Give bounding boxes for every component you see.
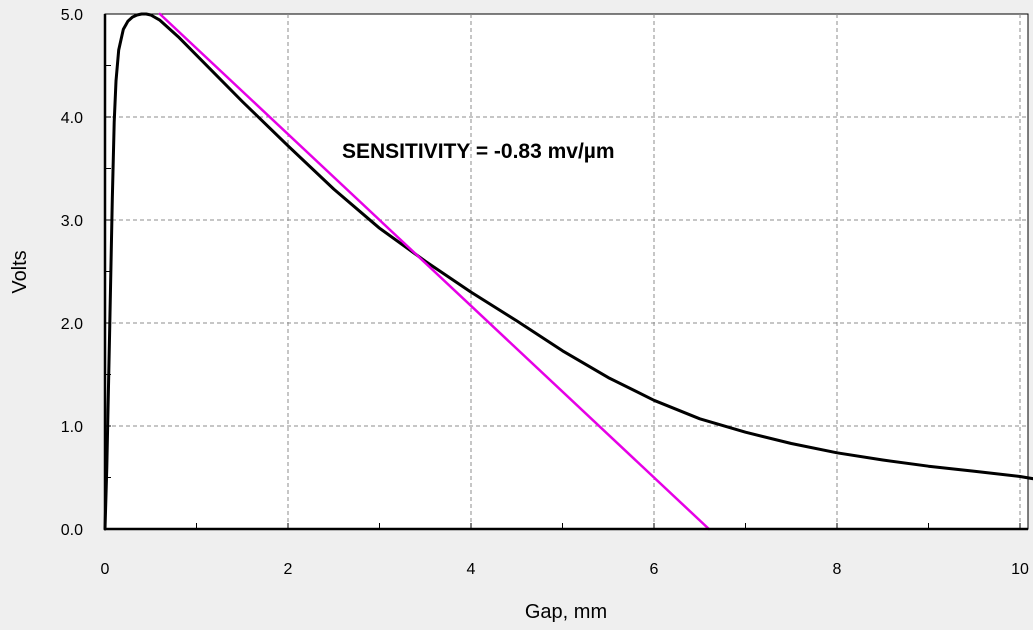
x-tick-label: 6 xyxy=(650,561,659,578)
y-tick-label: 3.0 xyxy=(61,213,83,230)
y-tick-label: 4.0 xyxy=(61,110,83,127)
x-tick-label: 4 xyxy=(467,561,476,578)
y-tick-label: 2.0 xyxy=(61,316,83,333)
chart-annotation: SENSITIVITY = -0.83 mv/µm xyxy=(342,140,615,163)
x-tick-label: 10 xyxy=(1011,561,1029,578)
y-axis-title: Volts xyxy=(9,250,31,293)
x-axis-title: Gap, mm xyxy=(525,601,607,623)
grid-lines xyxy=(105,14,1028,529)
y-tick-label: 1.0 xyxy=(61,419,83,436)
series-line-2 xyxy=(158,12,711,531)
y-tick-labels: 0.0 1.0 2.0 3.0 4.0 5.0 xyxy=(61,7,83,539)
x-tick-label: 0 xyxy=(101,561,110,578)
y-tick-label: 0.0 xyxy=(61,522,83,539)
series-line-1 xyxy=(103,12,1033,531)
y-tick-label: 5.0 xyxy=(61,7,83,24)
x-tick-labels: 0 2 4 6 8 10 xyxy=(101,561,1029,578)
x-tick-label: 8 xyxy=(833,561,842,578)
series-group xyxy=(103,12,1033,531)
plot-area xyxy=(104,13,1029,530)
x-tick-label: 2 xyxy=(284,561,293,578)
